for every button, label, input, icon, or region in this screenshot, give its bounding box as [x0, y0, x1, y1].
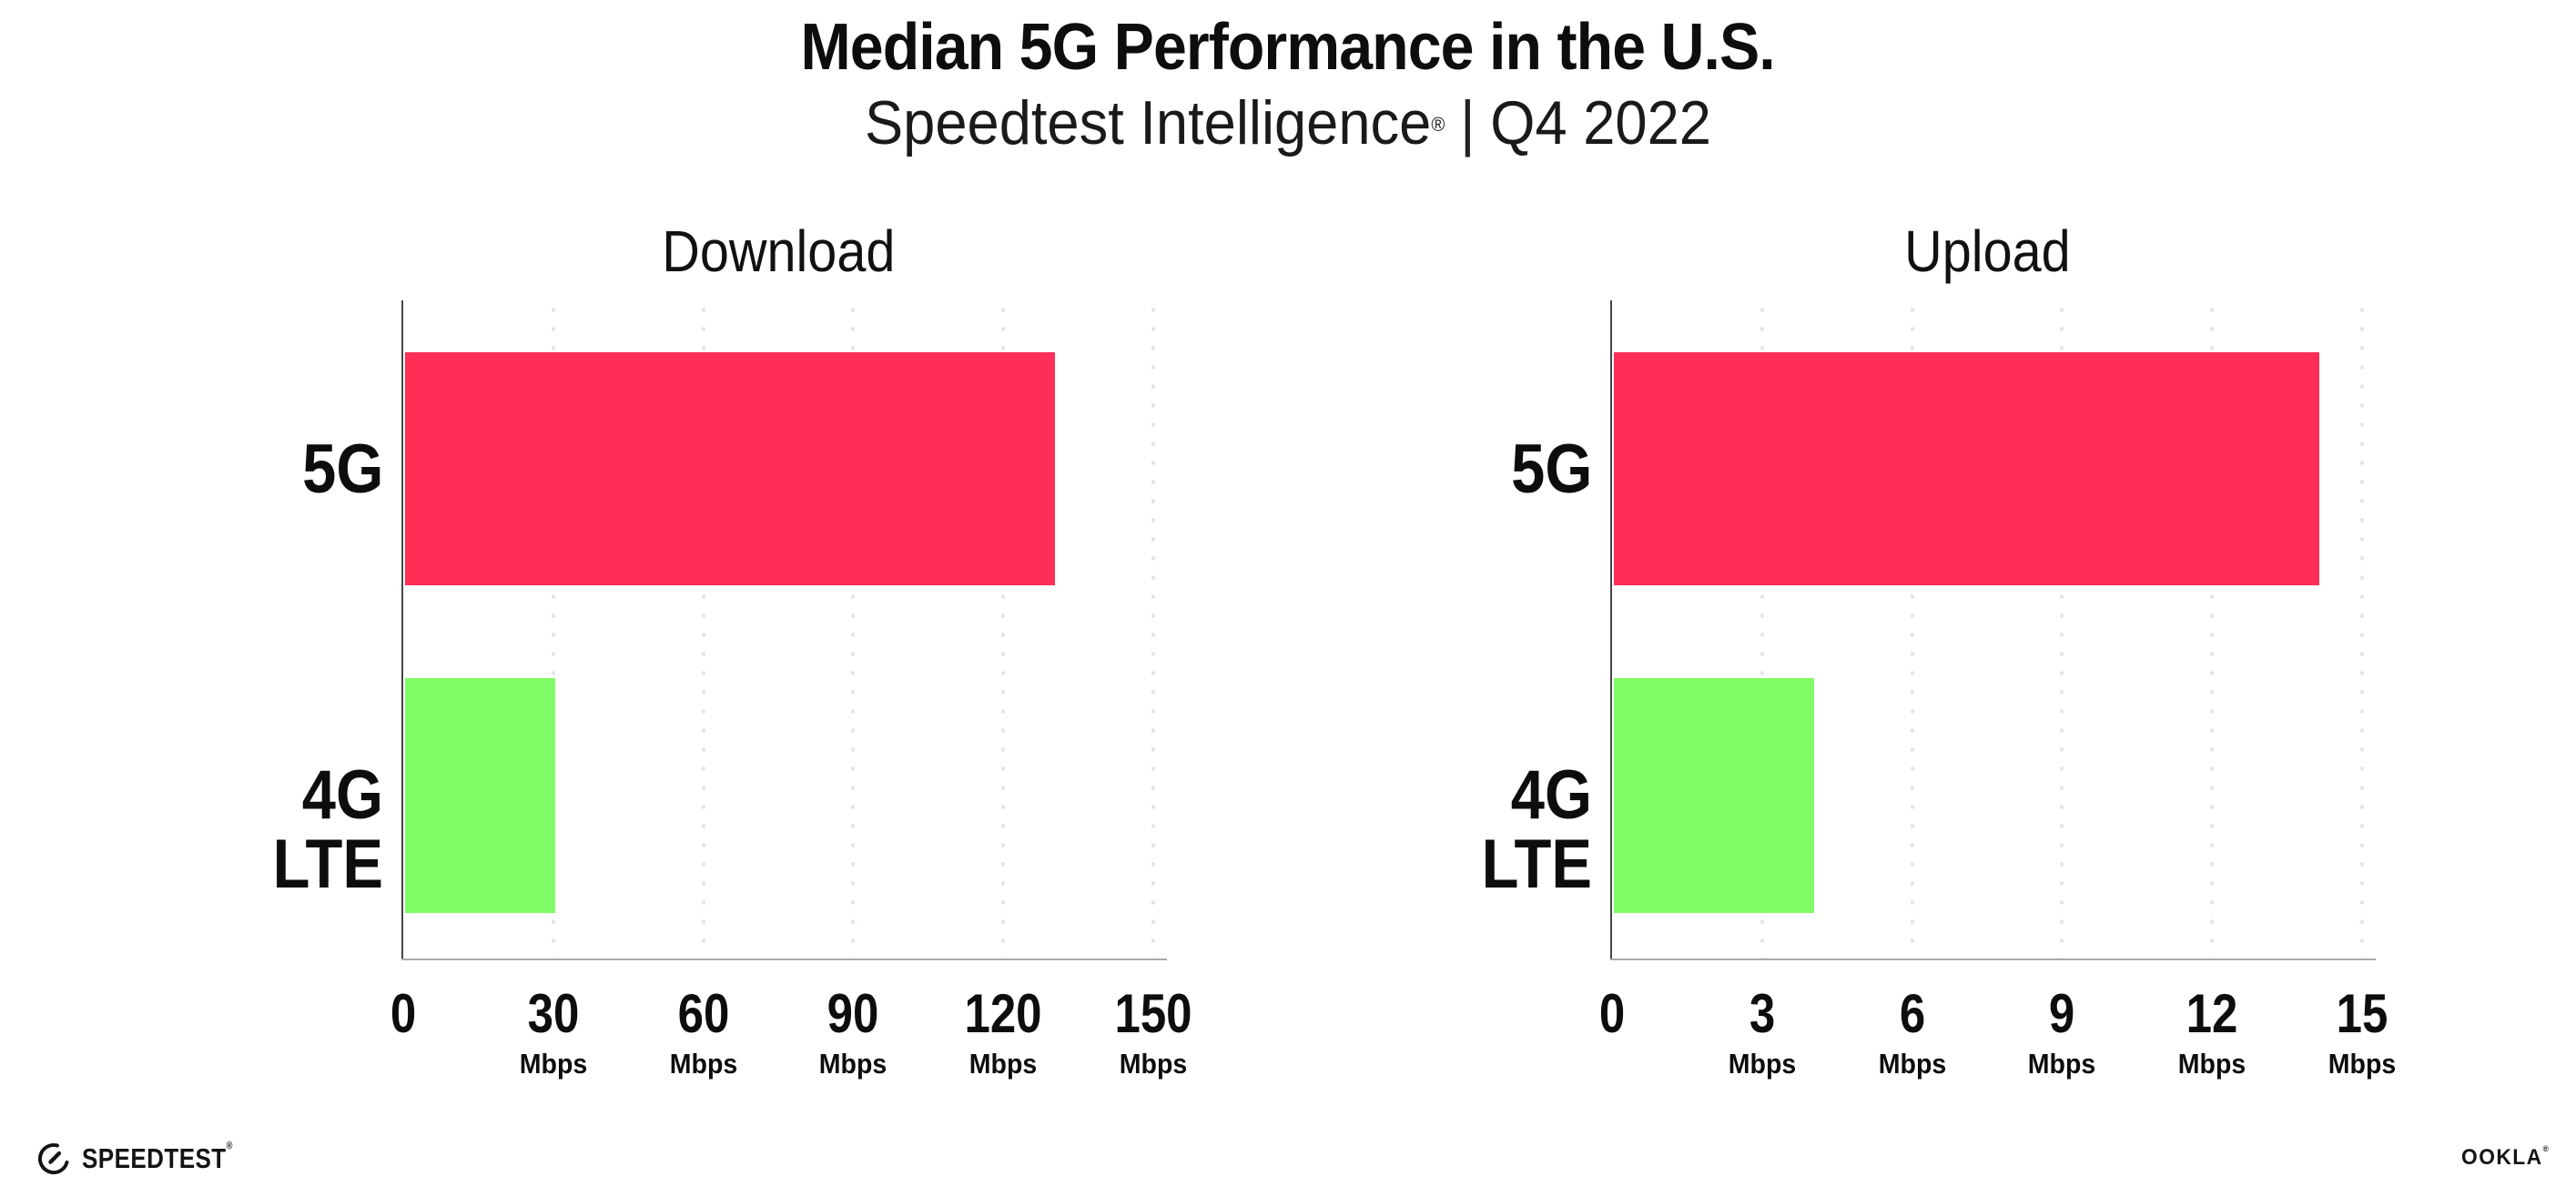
gridline	[701, 300, 705, 959]
x-tick-value: 150	[1114, 983, 1192, 1044]
x-tick-unit: Mbps	[1728, 1048, 1797, 1080]
page-subtitle-text: Speedtest Intelligence® | Q4 2022	[865, 89, 1711, 157]
x-tick-value: 0	[390, 983, 417, 1044]
x-tick-unit: Mbps	[519, 1048, 588, 1080]
x-tick-value: 0	[1598, 983, 1626, 1044]
upload-chart-title: Upload	[1612, 220, 2362, 282]
x-tick: 0	[1597, 986, 1627, 1050]
x-tick: 6 Mbps	[1875, 986, 1949, 1079]
speedtest-logo: SPEEDTEST®	[36, 1141, 261, 1176]
subtitle-separator: |	[1460, 88, 1476, 157]
x-tick-value: 15	[2336, 983, 2388, 1044]
y-axis-line	[1610, 300, 1612, 960]
gridline	[2210, 300, 2215, 959]
x-tick-value: 6	[1899, 983, 1925, 1044]
x-tick-unit: Mbps	[2177, 1048, 2246, 1080]
category-label-4g-lte-text: 4G LTE	[1481, 756, 1592, 903]
bar-5g-download	[405, 352, 1056, 585]
bar-4g-lte-upload	[1614, 678, 1814, 913]
x-tick-value: 120	[964, 983, 1042, 1044]
x-tick-value: 60	[677, 983, 729, 1044]
gridline	[1151, 300, 1155, 959]
page-title-text: Median 5G Performance in the U.S.	[800, 11, 1776, 84]
ookla-logo: OOKLA®	[2461, 1144, 2549, 1171]
speedtest-gauge-icon	[36, 1141, 71, 1176]
x-tick: 120 Mbps	[958, 986, 1049, 1079]
x-tick: 0	[388, 986, 418, 1050]
download-chart-title-text: Download	[661, 218, 896, 284]
x-tick-unit: Mbps	[1878, 1048, 1946, 1080]
x-tick: 60 Mbps	[666, 986, 740, 1079]
x-axis-line	[1610, 959, 2376, 960]
category-label-4g-lte: 4G LTE	[177, 761, 383, 899]
subtitle-brand: Speedtest Intelligence	[865, 88, 1432, 157]
upload-plot-area	[1612, 300, 2364, 959]
x-tick: 3 Mbps	[1725, 986, 1799, 1079]
subtitle-period: Q4 2022	[1490, 88, 1711, 157]
gridline	[551, 300, 555, 959]
category-label-5g-text: 5G	[301, 431, 383, 508]
category-label-4g-lte: 4G LTE	[1386, 761, 1592, 899]
download-chart: Download 5G 4G LTE 0 30 Mbps 60 Mbps 90 Mbp…	[177, 118, 1192, 1092]
x-tick-unit: Mbps	[969, 1048, 1038, 1080]
y-axis-line	[401, 300, 403, 960]
x-tick-unit: Mbps	[669, 1048, 737, 1080]
x-tick: 9 Mbps	[2025, 986, 2099, 1079]
download-chart-title: Download	[403, 220, 1153, 282]
category-label-5g: 5G	[177, 435, 383, 504]
x-tick-unit: Mbps	[1119, 1048, 1188, 1080]
category-label-5g: 5G	[1386, 435, 1592, 504]
x-tick-value: 12	[2186, 983, 2238, 1044]
x-tick: 90 Mbps	[816, 986, 890, 1079]
category-label-4g-lte-text: 4G LTE	[272, 756, 383, 903]
download-plot-area	[403, 300, 1155, 959]
page-subtitle: Speedtest Intelligence® | Q4 2022	[0, 89, 2576, 157]
x-tick-unit: Mbps	[819, 1048, 887, 1080]
upload-chart: Upload 5G 4G LTE 0 3 Mbps 6 Mbps 9 Mbps 12 M…	[1386, 118, 2397, 1092]
x-axis-line	[401, 959, 1167, 960]
x-tick-unit: Mbps	[2028, 1048, 2096, 1080]
gridline	[1910, 300, 1914, 959]
x-tick-value: 3	[1749, 983, 1775, 1044]
speedtest-trademark-icon: ®	[226, 1141, 233, 1151]
x-tick: 12 Mbps	[2175, 986, 2249, 1079]
ookla-wordmark-text: OOKLA	[2461, 1145, 2543, 1170]
ookla-trademark-icon: ®	[2542, 1144, 2549, 1153]
gridline	[1001, 300, 1006, 959]
speedtest-wordmark: SPEEDTEST®	[82, 1141, 233, 1175]
gridline	[851, 300, 856, 959]
gridline	[2360, 300, 2364, 959]
x-tick: 15 Mbps	[2326, 986, 2399, 1079]
bar-4g-lte-download	[405, 678, 555, 913]
upload-chart-title-text: Upload	[1903, 218, 2071, 284]
x-tick-value: 30	[527, 983, 580, 1044]
x-tick: 150 Mbps	[1108, 986, 1199, 1079]
x-tick: 30 Mbps	[516, 986, 590, 1079]
x-tick-value: 90	[827, 983, 879, 1044]
speedtest-wordmark-text: SPEEDTEST	[82, 1142, 227, 1174]
x-tick-unit: Mbps	[2328, 1048, 2397, 1080]
gridline	[2060, 300, 2064, 959]
page-title: Median 5G Performance in the U.S.	[0, 13, 2576, 82]
x-tick-value: 9	[2049, 983, 2075, 1044]
category-label-5g-text: 5G	[1510, 431, 1592, 508]
gridline	[1760, 300, 1764, 959]
registered-trademark-icon: ®	[1431, 113, 1445, 136]
bar-5g-upload	[1614, 352, 2319, 585]
